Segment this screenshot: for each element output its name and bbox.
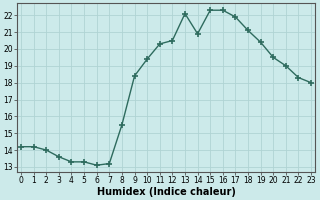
X-axis label: Humidex (Indice chaleur): Humidex (Indice chaleur) [97, 187, 236, 197]
